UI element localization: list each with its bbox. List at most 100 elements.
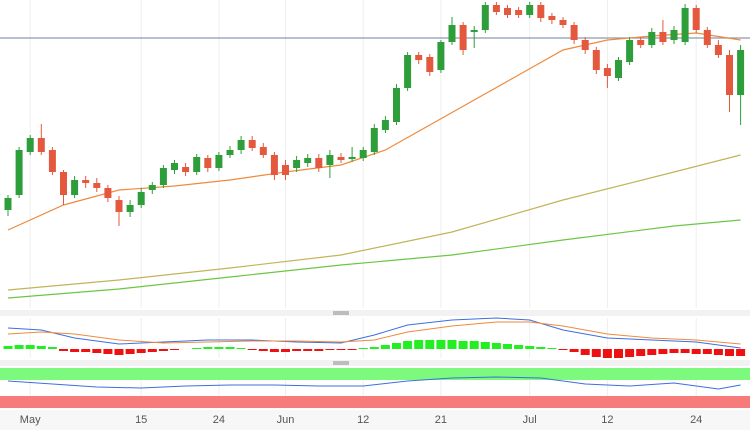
macd-bar: [70, 349, 80, 352]
macd-bar: [125, 349, 135, 354]
macd-bar: [713, 349, 723, 355]
x-tick-label: 24: [690, 414, 702, 426]
macd-bar: [514, 345, 524, 349]
macd-bar: [669, 349, 679, 353]
candle-body: [93, 183, 101, 188]
candle-body: [148, 185, 156, 190]
candle-body: [293, 160, 301, 168]
panel-separator: [0, 360, 750, 366]
macd-bar: [380, 345, 390, 349]
macd-bar: [225, 347, 235, 349]
candle-body: [82, 180, 90, 183]
x-tick-label: 21: [435, 414, 447, 426]
candle-body: [448, 25, 456, 42]
macd-bar: [258, 349, 268, 351]
macd-bar: [458, 341, 468, 349]
macd-bar: [347, 349, 357, 350]
candle-body: [548, 16, 556, 20]
macd-bar: [736, 349, 746, 356]
candle-body: [581, 40, 589, 50]
candle-body: [337, 157, 345, 160]
candle-body: [304, 158, 312, 163]
macd-bar: [680, 349, 690, 353]
candle-body: [282, 165, 289, 175]
macd-bar: [503, 344, 512, 349]
candle-body: [592, 50, 600, 70]
macd-bar: [491, 343, 501, 349]
candle-body: [648, 32, 656, 45]
candle-body: [415, 55, 423, 60]
macd-bar: [292, 349, 302, 351]
candle-body: [237, 140, 245, 150]
candle-body: [248, 140, 256, 148]
macd-bar: [314, 349, 324, 351]
candle-body: [60, 172, 67, 195]
macd-bar: [158, 349, 168, 351]
macd-bar: [414, 340, 424, 349]
macd-bar: [480, 342, 490, 349]
candle-body: [603, 68, 611, 76]
macd-bar: [636, 349, 646, 356]
rsi-band: [0, 368, 750, 380]
macd-bar: [436, 340, 446, 349]
candle-body: [470, 30, 478, 32]
macd-bar: [403, 341, 413, 349]
macd-bar: [325, 349, 335, 350]
macd-bar: [602, 349, 612, 358]
macd-bar: [647, 349, 657, 355]
candle-body: [326, 155, 334, 165]
candle-body: [15, 150, 23, 195]
candle-body: [159, 168, 167, 185]
candle-body: [359, 150, 367, 158]
candle-body: [504, 8, 511, 15]
candle-body: [126, 205, 134, 212]
x-tick-label: 24: [213, 414, 225, 426]
macd-bar: [47, 347, 57, 349]
candle-body: [459, 25, 467, 50]
candle-body: [537, 5, 545, 18]
macd-bar: [469, 341, 479, 349]
candle-body: [215, 155, 223, 168]
candle-body: [670, 30, 678, 40]
macd-line: [7, 317, 741, 349]
candle-body: [259, 147, 267, 155]
macd-bar: [569, 349, 579, 352]
macd-line: [7, 321, 741, 345]
candle-body: [48, 150, 56, 172]
candle-body: [104, 188, 112, 198]
macd-bar: [392, 343, 401, 349]
macd-bar: [303, 349, 313, 351]
candle-body: [570, 25, 578, 40]
macd-bar: [147, 349, 157, 352]
macd-bar: [369, 347, 379, 349]
candle-body: [737, 50, 745, 95]
macd-bar: [580, 349, 590, 355]
candle-body: [204, 158, 212, 168]
candle-body: [26, 138, 34, 152]
macd-bar: [691, 349, 701, 354]
macd-bar: [36, 346, 46, 349]
macd-bar: [614, 349, 623, 358]
macd-bar: [547, 348, 557, 349]
candle-body: [659, 32, 667, 42]
macd-bar: [81, 349, 91, 352]
candle-body: [370, 128, 378, 152]
candle-body: [492, 5, 500, 12]
x-axis-bar: [0, 410, 750, 430]
candle-body: [226, 150, 234, 155]
macd-bar: [525, 346, 535, 349]
candle-body: [559, 20, 567, 25]
candle-body: [115, 200, 123, 212]
x-tick-label: Jun: [277, 414, 295, 426]
macd-bar: [14, 345, 24, 349]
macd-bar: [92, 349, 102, 353]
macd-bar: [702, 349, 712, 354]
candle-body: [481, 5, 489, 30]
macd-bar: [203, 347, 213, 349]
x-tick-label: May: [20, 414, 41, 426]
macd-bar: [247, 349, 257, 350]
candle-body: [193, 157, 201, 172]
candle-body: [404, 55, 412, 88]
candle-body: [426, 57, 434, 72]
macd-bar: [136, 349, 146, 353]
